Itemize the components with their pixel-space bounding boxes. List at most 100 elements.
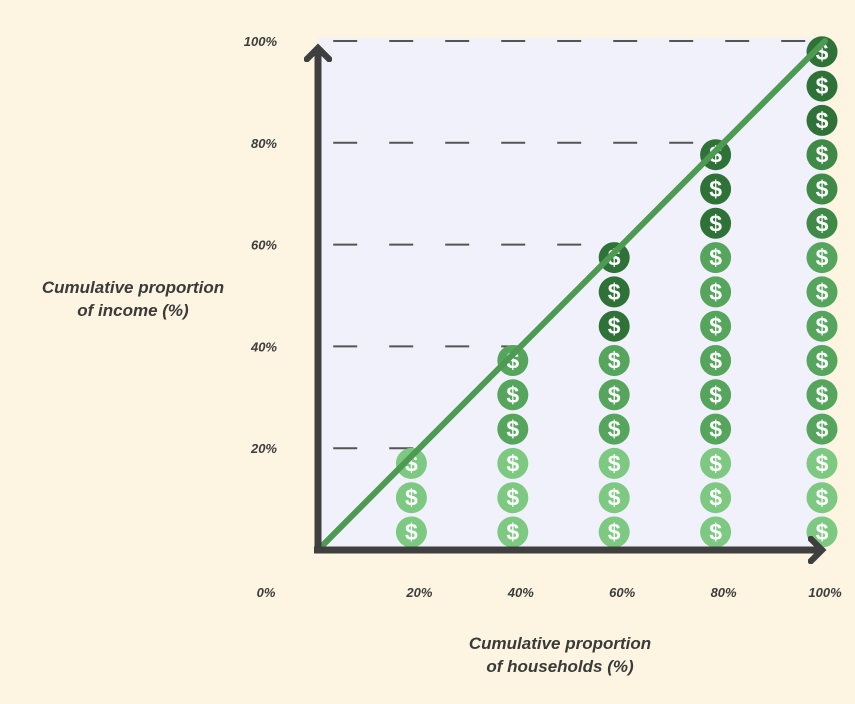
coin-marker: $	[700, 242, 732, 274]
coin-marker: $	[806, 447, 838, 479]
x-tick-labels: 20% 40% 60% 80% 100%	[405, 585, 842, 600]
svg-text:$: $	[506, 450, 519, 476]
svg-text:$: $	[608, 279, 621, 305]
x-tick-label: 60%	[609, 585, 635, 600]
coin-marker: $	[806, 242, 838, 274]
svg-text:$: $	[608, 450, 621, 476]
svg-text:$: $	[709, 348, 722, 374]
svg-text:$: $	[816, 348, 829, 374]
svg-text:$: $	[816, 245, 829, 271]
coin-marker: $	[806, 139, 838, 171]
x-axis-label-line-1: Cumulative proportion	[468, 634, 652, 653]
coin-marker: $	[497, 516, 529, 548]
coin-marker: $	[700, 207, 732, 239]
coin-marker: $	[598, 482, 630, 514]
coin-marker: $	[598, 242, 630, 274]
svg-text:$: $	[709, 519, 722, 545]
y-tick-labels: 20% 40% 60% 80% 100%	[244, 34, 278, 456]
coin-marker: $	[806, 482, 838, 514]
svg-text:$: $	[816, 176, 829, 202]
coin-marker: $	[497, 482, 529, 514]
coin-marker: $	[700, 310, 732, 342]
svg-text:$: $	[816, 450, 829, 476]
svg-text:$: $	[816, 382, 829, 408]
svg-text:$: $	[608, 348, 621, 374]
y-tick-label: 80%	[251, 136, 277, 151]
x-tick-label: 20%	[405, 585, 432, 600]
svg-text:$: $	[816, 107, 829, 133]
coin-marker: $	[806, 345, 838, 376]
svg-text:$: $	[506, 485, 519, 511]
coin-marker: $	[598, 310, 630, 342]
coin-marker: $	[806, 173, 838, 205]
svg-text:$: $	[608, 416, 621, 442]
coin-marker: $	[700, 516, 732, 548]
coin-marker: $	[497, 379, 529, 411]
x-axis-label-line-2: of households (%)	[486, 657, 634, 676]
coin-marker: $	[700, 276, 732, 308]
gridlines	[333, 40, 825, 450]
coin-marker: $	[700, 447, 732, 479]
y-axis-label: Cumulative proportion of income (%)	[18, 276, 248, 322]
coin-marker: $	[806, 516, 838, 548]
svg-text:$: $	[608, 519, 621, 545]
svg-text:$: $	[506, 416, 519, 442]
y-tick-label: 60%	[251, 238, 277, 253]
coin-marker: $	[497, 447, 529, 479]
coin-marker: $	[598, 447, 630, 479]
svg-text:$: $	[405, 519, 418, 545]
svg-text:$: $	[608, 313, 621, 339]
coin-marker: $	[700, 345, 732, 376]
coin-marker: $	[806, 310, 838, 342]
svg-text:$: $	[816, 279, 829, 305]
x-tick-label: 100%	[808, 585, 842, 600]
equality-line	[315, 38, 828, 553]
svg-text:$: $	[608, 382, 621, 408]
y-tick-label: 100%	[244, 34, 278, 49]
coin-marker: $	[806, 70, 838, 102]
svg-text:$: $	[816, 485, 829, 511]
svg-text:$: $	[709, 176, 722, 202]
svg-text:$: $	[816, 73, 829, 99]
coin-marker: $	[598, 345, 630, 376]
coin-marker: $	[598, 413, 630, 445]
coin-marker: $	[395, 516, 427, 548]
svg-text:$: $	[816, 142, 829, 168]
x-tick-label: 40%	[507, 585, 534, 600]
svg-text:$: $	[709, 279, 722, 305]
svg-text:$: $	[709, 485, 722, 511]
coin-marker: $	[806, 413, 838, 445]
svg-text:$: $	[816, 519, 829, 545]
coin-marker: $	[700, 173, 732, 205]
coin-marker: $	[806, 276, 838, 308]
svg-text:$: $	[709, 245, 722, 271]
svg-text:$: $	[405, 485, 418, 511]
coin-columns: $ $ $ $ $ $ $ $ $ $ $ $ $ $ $ $ $ $ $ $ $ $ $ $ $ $ $ $ $ $ $ $ $ $ $ $ $ $ $ $…	[395, 36, 838, 548]
svg-text:$: $	[608, 485, 621, 511]
coin-marker: $	[700, 413, 732, 445]
y-axis-label-line-1: Cumulative proportion	[41, 278, 225, 297]
x-axis-label: Cumulative proportion of households (%)	[430, 632, 690, 678]
origin-label: 0%	[257, 585, 276, 600]
coin-marker: $	[598, 276, 630, 308]
svg-text:$: $	[816, 313, 829, 339]
coin-marker: $	[806, 104, 838, 136]
coin-marker: $	[806, 207, 838, 239]
svg-text:$: $	[816, 210, 829, 236]
y-tick-label: 20%	[250, 441, 277, 456]
svg-text:$: $	[709, 210, 722, 236]
coin-marker: $	[497, 413, 529, 445]
coin-marker: $	[497, 345, 529, 376]
coin-marker: $	[598, 516, 630, 548]
y-tick-label: 40%	[250, 339, 277, 354]
x-tick-label: 80%	[711, 585, 737, 600]
coin-marker: $	[806, 379, 838, 411]
svg-text:$: $	[709, 450, 722, 476]
svg-text:$: $	[709, 382, 722, 408]
svg-text:$: $	[506, 382, 519, 408]
svg-text:$: $	[709, 313, 722, 339]
svg-text:$: $	[709, 416, 722, 442]
y-axis-label-line-2: of income (%)	[77, 301, 189, 320]
